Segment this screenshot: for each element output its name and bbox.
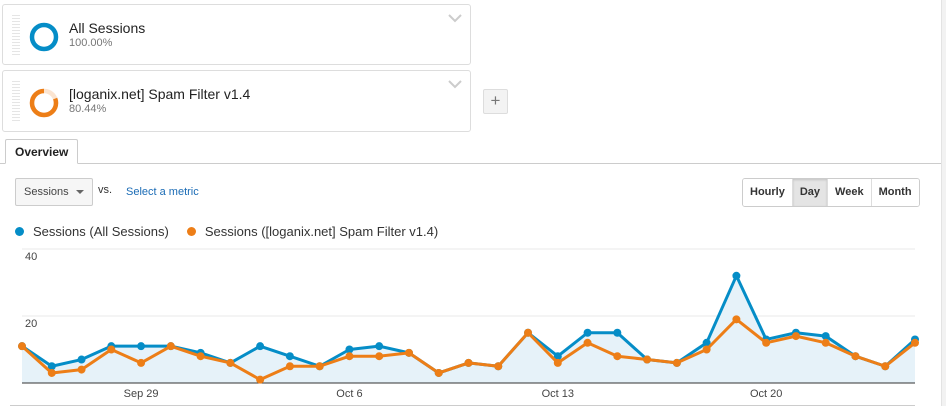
donut-icon <box>29 88 59 118</box>
tab-bar-divider <box>0 163 943 164</box>
day-button[interactable]: Day <box>791 179 828 206</box>
x-tick-label: Sep 29 <box>123 388 159 400</box>
legend-item-all-sessions[interactable]: Sessions (All Sessions) <box>15 224 169 239</box>
week-button[interactable]: Week <box>827 179 871 206</box>
y-tick-40: 40 <box>25 251 38 263</box>
chart-legend: Sessions (All Sessions) Sessions ([logan… <box>15 224 438 239</box>
tab-overview[interactable]: Overview <box>5 139 79 164</box>
x-tick-label: Oct 13 <box>541 388 574 400</box>
donut-icon <box>29 22 59 52</box>
chevron-down-icon[interactable] <box>448 13 462 23</box>
drag-handle[interactable] <box>12 15 20 57</box>
scrollbar[interactable] <box>941 0 946 406</box>
metric-dropdown-value: Sessions <box>24 186 69 198</box>
add-segment-button[interactable]: + <box>483 89 508 114</box>
y-tick-20: 20 <box>25 318 38 330</box>
select-metric-link[interactable]: Select a metric <box>126 186 199 198</box>
metric-dropdown[interactable]: Sessions <box>15 178 93 206</box>
segment-percent: 80.44% <box>69 103 107 115</box>
x-tick-label: Oct 20 <box>749 388 783 400</box>
segment-percent: 100.00% <box>69 37 113 49</box>
hourly-button[interactable]: Hourly <box>743 179 792 206</box>
drag-handle[interactable] <box>12 81 20 123</box>
legend-dot-icon <box>186 227 196 236</box>
period-selector: Hourly Day Week Month <box>742 178 920 207</box>
legend-label: Sessions (All Sessions) <box>33 224 169 239</box>
caret-down-icon <box>76 190 84 194</box>
segment-name: All Sessions <box>69 20 146 36</box>
legend-item-spam-filter[interactable]: Sessions ([loganix.net] Spam Filter v1.4… <box>186 224 439 239</box>
x-tick-label: Oct 6 <box>336 388 363 400</box>
month-button[interactable]: Month <box>870 179 919 206</box>
legend-label: Sessions ([loganix.net] Spam Filter v1.4… <box>204 224 439 239</box>
vs-label: vs. <box>98 184 113 196</box>
segment-name: [loganix.net] Spam Filter v1.4 <box>69 86 251 102</box>
chevron-down-icon[interactable] <box>448 79 462 89</box>
legend-dot-icon <box>15 227 24 236</box>
segment-card-all-sessions[interactable]: All Sessions 100.00% <box>2 4 471 65</box>
segment-card-spam-filter[interactable]: [loganix.net] Spam Filter v1.4 80.44% <box>2 70 471 132</box>
sessions-line-chart[interactable] <box>0 240 946 406</box>
